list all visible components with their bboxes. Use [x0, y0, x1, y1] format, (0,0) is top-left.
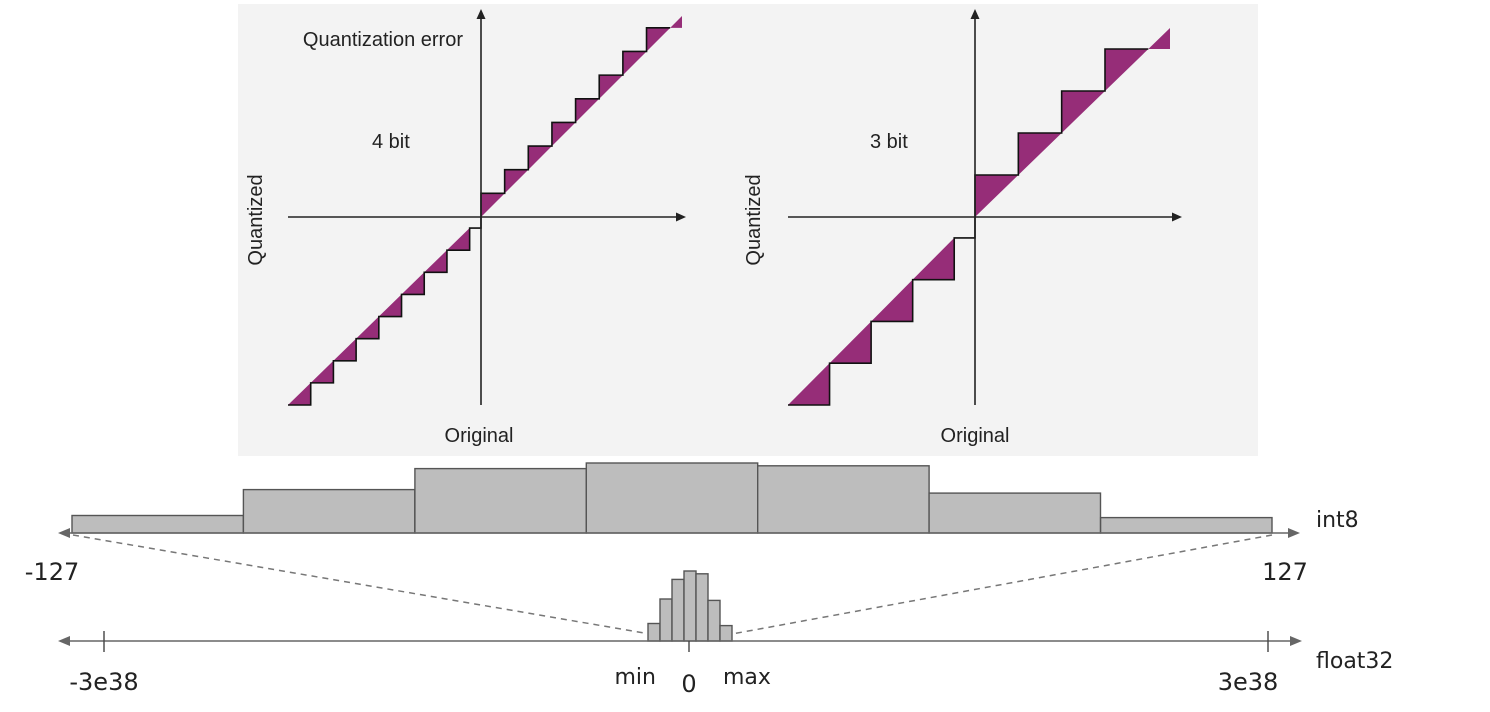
- data-min-label: min: [615, 665, 657, 690]
- float32-bins: [647, 570, 733, 642]
- error-triangle: [788, 363, 830, 405]
- error-triangle: [528, 146, 552, 170]
- x-axis-arrow: [1172, 212, 1182, 222]
- charts-background: [238, 4, 1258, 456]
- x-axis-label: Original: [941, 425, 1010, 447]
- mapping-line-left: [72, 534, 651, 635]
- error-triangle: [310, 360, 334, 383]
- data-max-label: max: [723, 665, 771, 690]
- float32-left-arrow: [58, 636, 70, 646]
- float32-histogram: float32 -3e38 3e38 0 min max: [58, 570, 1393, 698]
- histogram-bin: [585, 462, 759, 534]
- error-triangle: [1105, 49, 1149, 91]
- int8-min-label: -127: [25, 558, 79, 586]
- error-triangle: [1018, 133, 1062, 175]
- error-triangle: [1148, 28, 1170, 49]
- histogram-bin: [647, 622, 661, 642]
- int8-bins: [71, 462, 1273, 534]
- error-triangle: [333, 338, 357, 361]
- int8-histogram: int8 -127 127: [25, 462, 1359, 586]
- x-axis-arrow: [676, 212, 686, 222]
- error-triangle: [829, 321, 872, 364]
- quantization-chart-4bit: Quantization error 4 bit Quantized Origi…: [245, 9, 686, 447]
- error-triangle: [575, 98, 600, 123]
- histogram-bin: [242, 488, 416, 534]
- histogram-bin: [707, 599, 721, 642]
- histogram-bin: [928, 492, 1102, 534]
- error-triangle: [446, 228, 470, 251]
- quantization-chart-3bit: 3 bit Quantized Original: [743, 9, 1182, 447]
- int8-left-arrow: [58, 528, 70, 538]
- int8-right-arrow: [1288, 528, 1300, 538]
- error-triangle: [378, 294, 402, 317]
- histogram-bin: [414, 467, 587, 534]
- quantization-error-region: [288, 16, 682, 405]
- error-triangle: [288, 382, 311, 405]
- quantized-staircase-line: [788, 48, 1149, 406]
- error-triangle: [401, 272, 425, 295]
- histogram-bin: [695, 573, 709, 642]
- error-triangle: [504, 169, 529, 194]
- float32-label: float32: [1316, 649, 1393, 674]
- histogram-bin: [71, 514, 245, 534]
- error-triangle: [646, 27, 671, 52]
- quantized-staircase-line: [288, 27, 671, 406]
- error-triangle: [975, 175, 1019, 217]
- error-triangle: [622, 51, 647, 76]
- y-axis-arrow: [970, 9, 980, 19]
- bits-label: 4 bit: [372, 131, 410, 153]
- float32-max-label: 3e38: [1218, 668, 1279, 696]
- y-axis-label: Quantized: [743, 174, 765, 265]
- histogram-bin: [757, 465, 930, 534]
- y-axis-label: Quantized: [245, 174, 267, 265]
- histogram-bin: [659, 598, 673, 642]
- error-triangle: [871, 279, 913, 322]
- error-triangle: [481, 193, 505, 217]
- float32-zero-label: 0: [681, 670, 696, 698]
- error-triangle: [670, 16, 682, 28]
- quantization-error-region: [788, 28, 1170, 405]
- y-axis-arrow: [476, 9, 486, 19]
- error-triangle: [599, 75, 623, 99]
- int8-max-label: 127: [1262, 558, 1308, 586]
- x-axis-label: Original: [445, 425, 514, 447]
- error-triangle: [424, 250, 447, 273]
- error-triangle: [551, 122, 576, 147]
- float32-min-label: -3e38: [69, 668, 138, 696]
- mapping-line-right: [731, 534, 1273, 635]
- float32-right-arrow: [1290, 636, 1302, 646]
- error-triangle: [356, 316, 379, 339]
- histogram-bin: [1099, 516, 1273, 534]
- error-label: Quantization error: [303, 29, 463, 51]
- error-triangle: [912, 237, 955, 280]
- bits-label: 3 bit: [870, 131, 908, 153]
- histogram-bin: [719, 624, 733, 642]
- histogram-bin: [683, 570, 697, 642]
- histogram-bin: [671, 578, 685, 642]
- int8-label: int8: [1316, 508, 1359, 533]
- error-triangle: [1061, 91, 1105, 133]
